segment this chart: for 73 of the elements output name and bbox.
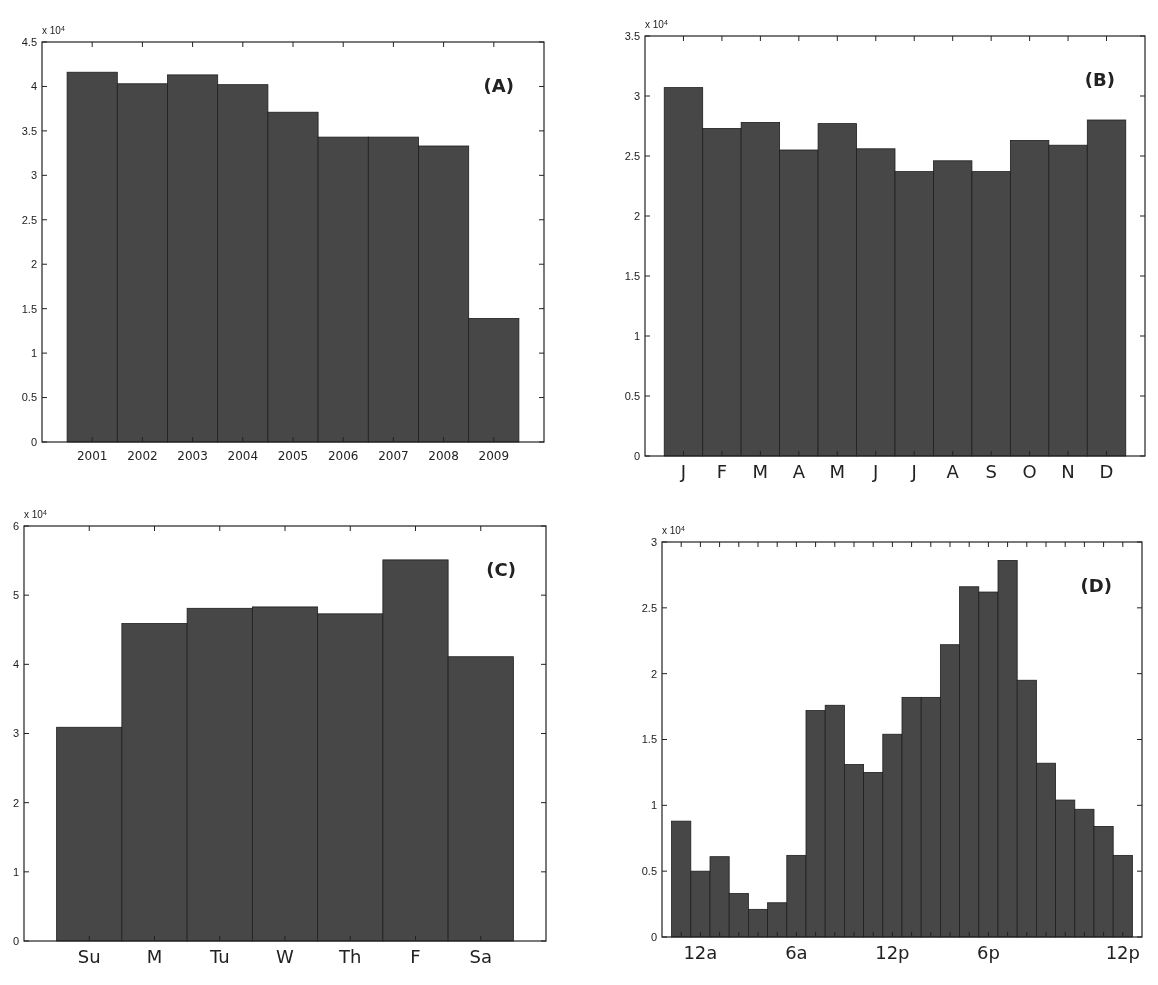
- y-tick-label: 4: [30, 80, 37, 93]
- x-tick-label: J: [679, 461, 687, 482]
- y-tick-label: 0.5: [21, 391, 37, 404]
- y-tick-label: 4: [12, 658, 19, 671]
- x-tick-label: M: [146, 946, 163, 967]
- x-tick-label: 2006: [327, 449, 359, 463]
- x-tick-label: 2008: [428, 449, 459, 463]
- y-tick-label: 1: [633, 329, 640, 342]
- annotation: (A): [483, 75, 514, 96]
- x-tick-label: M: [752, 461, 769, 482]
- y-tick-label: 1.5: [624, 269, 640, 282]
- x-tick-label: 2007: [378, 449, 409, 463]
- y-tick-label: 3.5: [624, 29, 640, 42]
- x-tick-label: S: [985, 461, 997, 482]
- x-tick-label: W: [276, 946, 295, 967]
- y-tick-label: 3: [30, 169, 37, 182]
- x-tick-label: O: [1022, 461, 1037, 482]
- y-tick-label: 1.5: [641, 733, 657, 746]
- y-tick-label: 0: [30, 435, 37, 448]
- y-tick-label: 6: [12, 519, 19, 532]
- x-tick-label: 12p: [875, 942, 910, 963]
- x-tick-label: 6a: [785, 942, 808, 963]
- y-tick-label: 3: [12, 727, 19, 740]
- y-tick-label: 0: [650, 930, 657, 943]
- x-tick-label: J: [910, 461, 917, 482]
- x-tick-label: A: [792, 461, 806, 482]
- x-tick-label: 12p: [1105, 942, 1140, 963]
- annotation: (C): [486, 559, 516, 580]
- x-tick-label: F: [716, 461, 728, 482]
- x-tick-label: 2005: [277, 449, 309, 463]
- annotation: (B): [1084, 69, 1115, 90]
- x-tick-label: J: [872, 461, 879, 482]
- y-tick-label: 2: [650, 667, 657, 680]
- x-tick-label: Su: [77, 946, 101, 967]
- y-tick-label: 1: [12, 865, 19, 878]
- x-tick-label: 6p: [976, 942, 1000, 963]
- y-tick-label: 2.5: [641, 601, 657, 614]
- x-tick-label: 2003: [177, 449, 208, 463]
- x-tick-label: 12a: [683, 942, 718, 963]
- y-tick-label: 0: [12, 934, 19, 947]
- y-tick-label: 4.5: [21, 35, 37, 48]
- x-tick-label: Sa: [469, 946, 492, 967]
- annotation: (D): [1080, 575, 1112, 596]
- x-tick-label: F: [410, 946, 421, 967]
- x-tick-label: 2001: [76, 449, 108, 463]
- text: x 10$^{4}$: [42, 24, 65, 36]
- x-tick-label: 2004: [227, 449, 259, 463]
- y-tick-label: 2: [12, 796, 19, 809]
- y-tick-label: 1: [650, 799, 657, 812]
- x-tick-label: A: [946, 461, 960, 482]
- y-tick-label: 2: [633, 209, 640, 222]
- y-tick-label: 0.5: [624, 389, 640, 402]
- text: x 10$^{4}$: [645, 18, 668, 30]
- y-tick-label: 2.5: [21, 213, 37, 226]
- text: x 10$^{4}$: [662, 524, 685, 536]
- x-tick-label: 2009: [478, 449, 510, 463]
- x-tick-label: D: [1099, 461, 1114, 482]
- text: x 10$^{4}$: [24, 508, 47, 520]
- x-tick-label: N: [1061, 461, 1075, 482]
- y-tick-label: 0.5: [641, 865, 657, 878]
- y-tick-label: 3: [650, 535, 657, 548]
- y-tick-label: 0: [633, 449, 640, 462]
- x-tick-label: Tu: [208, 946, 230, 967]
- x-tick-label: M: [829, 461, 846, 482]
- x-tick-label: 2002: [127, 449, 158, 463]
- y-tick-label: 2.5: [624, 149, 640, 162]
- y-tick-label: 1: [30, 346, 37, 359]
- y-tick-label: 1.5: [21, 302, 37, 315]
- y-tick-label: 3: [633, 89, 640, 102]
- y-tick-label: 2: [30, 258, 37, 271]
- x-tick-label: Th: [338, 946, 362, 967]
- y-tick-label: 3.5: [21, 124, 37, 137]
- y-tick-label: 5: [12, 589, 19, 602]
